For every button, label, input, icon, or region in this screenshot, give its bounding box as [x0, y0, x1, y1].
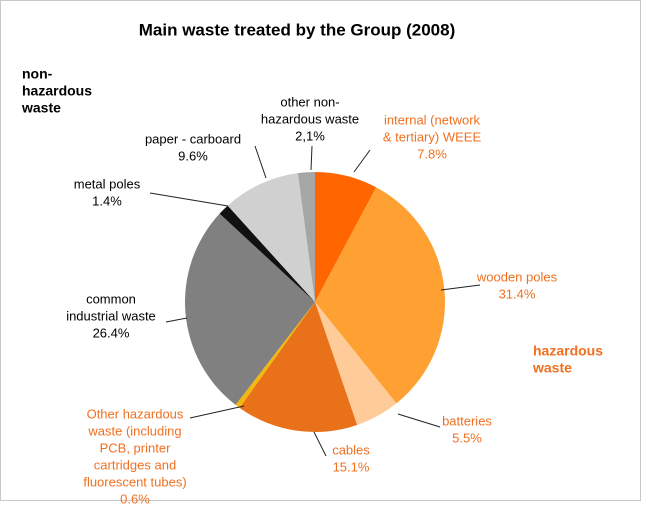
leader-line [189, 405, 245, 419]
value-label: 2,1% [295, 128, 325, 143]
group-annotation: hazardous [22, 83, 92, 99]
slice-label: industrial waste [66, 308, 156, 323]
value-label: 9.6% [178, 148, 208, 163]
slice-label: waste (including [87, 423, 181, 438]
leader-line [440, 284, 481, 291]
value-label: 15.1% [333, 459, 370, 474]
group-annotation: waste [21, 100, 61, 116]
pie-slice [315, 172, 377, 302]
value-label: 1.4% [92, 193, 122, 208]
leader-line [310, 145, 313, 171]
value-label: 31.4% [499, 286, 536, 301]
pie-slice [219, 205, 315, 302]
slice-label: fluorescent tubes) [83, 474, 186, 489]
slice-label: paper - carboard [145, 131, 241, 146]
slice-label: metal poles [74, 176, 141, 191]
slice-label: cartridges and [94, 457, 176, 472]
slice-label: & tertiary) WEEE [383, 129, 482, 144]
pie-slice [315, 302, 397, 425]
leader-line [313, 431, 327, 457]
leader-line [165, 317, 188, 323]
leader-line [254, 145, 267, 179]
slice-label: PCB, printer [100, 440, 171, 455]
group-annotation: non- [22, 66, 53, 82]
value-label: 26.4% [93, 325, 130, 340]
slice-label: internal (network [384, 112, 481, 127]
chart-title: Main waste treated by the Group (2008) [139, 20, 455, 39]
slice-label: common [86, 291, 136, 306]
leader-line [353, 149, 371, 173]
pie-slice [235, 302, 315, 408]
slice-label: wooden poles [476, 269, 558, 284]
slice-label: hazardous waste [261, 111, 359, 126]
leader-line [397, 413, 441, 428]
slice-label: Other hazardous [87, 406, 184, 421]
pie-slice [227, 173, 315, 302]
value-label: 5.5% [452, 430, 482, 445]
value-label: 0.6% [120, 491, 150, 506]
pie-slice [239, 302, 358, 432]
slice-label: other non- [280, 94, 339, 109]
group-annotation: waste [532, 360, 572, 376]
pie-slice [297, 172, 315, 302]
slice-label: batteries [442, 413, 492, 428]
group-annotation: hazardous [533, 343, 603, 359]
value-label: 7.8% [417, 146, 447, 161]
slice-label: cables [332, 442, 370, 457]
pie-slice [184, 213, 315, 405]
leader-line [149, 192, 229, 207]
pie-slice [315, 187, 445, 404]
